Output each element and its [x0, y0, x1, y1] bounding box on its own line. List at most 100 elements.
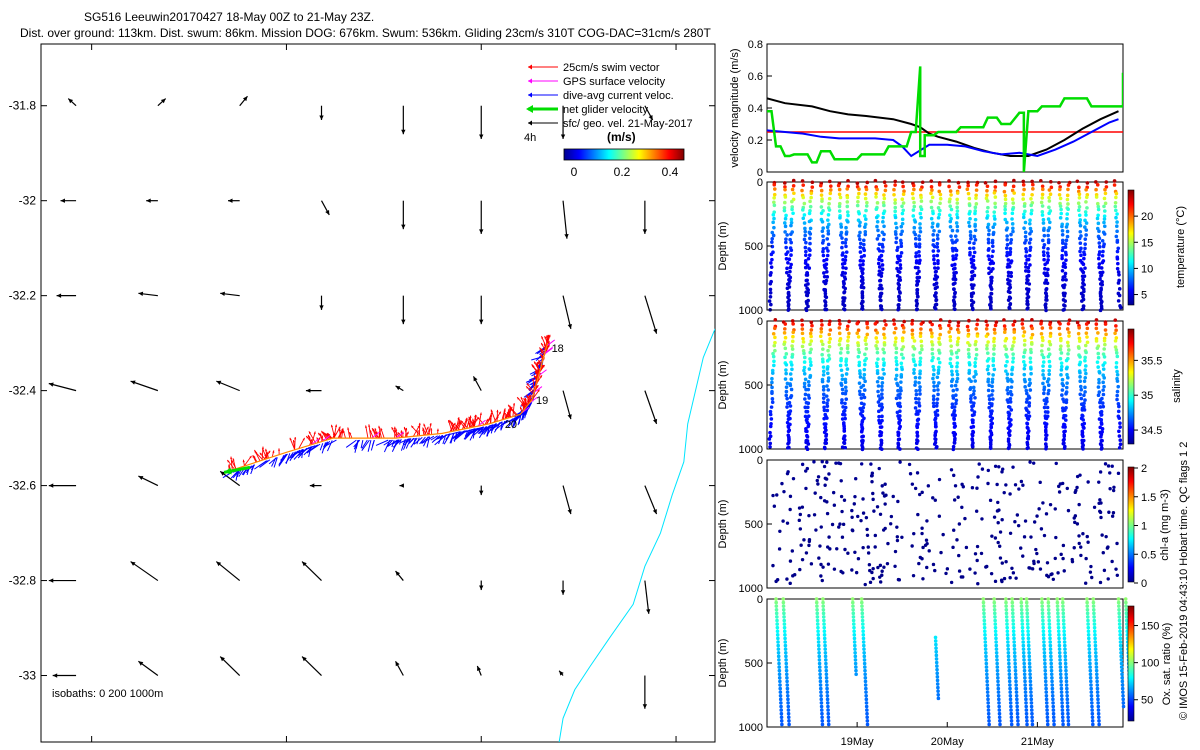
section-point — [1005, 376, 1010, 381]
section-point — [1038, 480, 1042, 485]
section-point — [879, 402, 884, 407]
section-point — [865, 711, 869, 716]
section-point — [1078, 241, 1083, 246]
section-point — [787, 257, 792, 262]
section-point — [986, 468, 991, 473]
sfc-vector-head — [160, 98, 166, 104]
section-point — [898, 409, 902, 414]
section-point — [1043, 672, 1048, 677]
section-point — [1010, 217, 1014, 221]
section-point — [1115, 229, 1119, 234]
section-point — [1057, 647, 1062, 651]
section-point — [929, 179, 934, 183]
section-point — [819, 495, 823, 500]
sfc-vector-head — [401, 224, 406, 230]
section-point — [898, 424, 902, 429]
section-point — [932, 380, 936, 385]
section-point — [986, 701, 990, 705]
section-point — [771, 233, 776, 238]
section-point — [1005, 253, 1009, 258]
section-point — [986, 697, 990, 702]
section-point — [1021, 640, 1025, 644]
section-point — [1022, 658, 1026, 662]
day-label: 18 — [552, 343, 564, 355]
section-point — [1042, 647, 1047, 651]
section-point — [1066, 202, 1070, 206]
section-point — [1041, 360, 1046, 364]
section-point — [853, 658, 858, 662]
section-point — [1005, 629, 1010, 634]
section-point — [957, 185, 962, 189]
section-point — [973, 228, 978, 233]
section-point — [839, 222, 843, 227]
oxygen-points — [774, 597, 1133, 727]
section-point — [1048, 502, 1053, 507]
section-point — [913, 363, 918, 367]
section-ytick-label: 500 — [745, 519, 763, 531]
section-point — [1023, 683, 1027, 687]
section-point — [931, 401, 936, 405]
section-point — [1051, 715, 1056, 720]
section-point — [814, 597, 819, 601]
section-ytick-label: 500 — [745, 241, 763, 253]
section-point — [1062, 285, 1066, 290]
section-point — [1041, 250, 1046, 254]
section-point — [955, 361, 960, 365]
section-point — [843, 405, 848, 410]
section-point — [816, 640, 821, 644]
section-point — [1025, 719, 1029, 723]
section-point — [1115, 573, 1120, 578]
section-point — [968, 253, 972, 257]
section-point — [1062, 636, 1067, 641]
section-point — [957, 522, 962, 526]
section-point — [829, 184, 833, 188]
section-point — [1044, 396, 1049, 401]
section-point — [1115, 389, 1120, 394]
section-point — [1082, 274, 1087, 279]
section-point — [771, 563, 775, 568]
section-point — [804, 469, 808, 473]
velocity-ytick-label: 0.2 — [748, 135, 763, 147]
speed-colorbar-ticks: 0 0.2 0.4 — [571, 165, 679, 179]
section-point — [1026, 633, 1031, 637]
swim-vector-head — [277, 448, 281, 451]
dac-vector — [419, 436, 426, 445]
section-point — [1023, 693, 1028, 698]
section-point — [785, 521, 790, 525]
section-point — [863, 225, 867, 229]
section-point — [866, 551, 871, 555]
section-point — [786, 470, 790, 474]
section-point — [821, 604, 826, 608]
section-point — [844, 372, 849, 376]
section-point — [807, 396, 811, 400]
section-point — [806, 387, 811, 392]
swim-vector-head — [538, 359, 541, 363]
section-point — [862, 372, 867, 377]
section-point — [1031, 187, 1035, 191]
swim-vector-head — [430, 428, 433, 431]
section-point — [1048, 326, 1053, 330]
section-point — [900, 211, 905, 216]
section-point — [1049, 672, 1054, 677]
section-point — [1089, 564, 1093, 569]
section-point — [1006, 258, 1011, 262]
section-point — [1009, 392, 1014, 397]
section-point — [1124, 607, 1129, 612]
section-point — [843, 258, 848, 262]
section-point — [1097, 480, 1101, 484]
section-point — [1026, 625, 1030, 630]
section-point — [1097, 370, 1102, 375]
section-point — [989, 296, 993, 300]
section-point — [1064, 418, 1068, 422]
section-point — [770, 236, 775, 241]
section-point — [986, 237, 991, 242]
section-point — [1024, 600, 1029, 605]
section-point — [948, 213, 952, 218]
section-point — [930, 334, 934, 339]
section-point — [1088, 658, 1092, 662]
section-point — [898, 263, 903, 267]
section-point — [1101, 352, 1106, 356]
section-point — [780, 481, 784, 486]
section-point — [876, 228, 880, 233]
section-point — [1041, 636, 1046, 641]
